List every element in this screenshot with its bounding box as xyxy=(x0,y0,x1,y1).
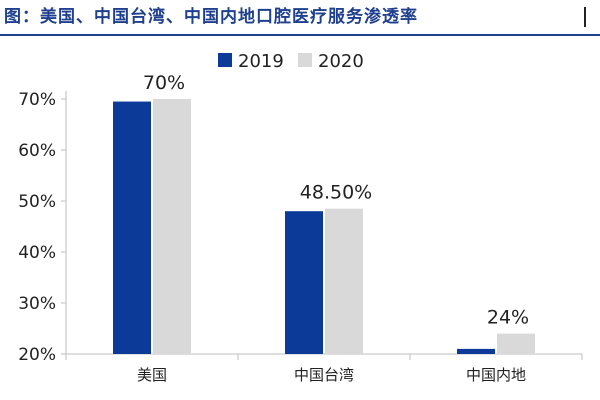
legend-swatch-2019 xyxy=(218,53,232,67)
y-axis: 20% 30% 40% 50% 60% 70% xyxy=(18,90,583,365)
y-tick-label: 30% xyxy=(18,294,56,314)
y-tick-label: 60% xyxy=(18,141,56,161)
category-label: 中国台湾 xyxy=(294,366,354,384)
bar-2020-0 xyxy=(153,99,191,354)
bar-2019-1 xyxy=(285,211,323,354)
y-tick-label: 20% xyxy=(18,345,56,365)
legend-label-2019: 2019 xyxy=(238,51,284,72)
bar-2019-0 xyxy=(113,101,151,354)
text-cursor xyxy=(584,7,586,27)
category-label: 中国内地 xyxy=(466,366,526,384)
data-label: 70% xyxy=(143,72,185,94)
figure-title: 图：美国、中国台湾、中国内地口腔医疗服务渗透率 xyxy=(4,7,418,27)
data-label: 24% xyxy=(487,307,529,329)
title-underline xyxy=(0,34,600,36)
bar-2019-2 xyxy=(457,348,495,354)
data-label: 48.50% xyxy=(300,182,372,204)
bar-2020-2 xyxy=(497,333,535,354)
y-tick-label: 50% xyxy=(18,192,56,212)
category-label: 美国 xyxy=(137,366,167,384)
legend: 2019 2020 xyxy=(218,51,364,72)
legend-swatch-2020 xyxy=(298,53,312,67)
labels-group: 美国 中国台湾 中国内地 70% 48.50% 24% xyxy=(137,72,529,384)
bar-2020-1 xyxy=(325,208,363,354)
legend-label-2020: 2020 xyxy=(318,51,364,72)
bars-group xyxy=(113,99,535,354)
y-tick-label: 70% xyxy=(18,90,56,110)
y-tick-label: 40% xyxy=(18,243,56,263)
